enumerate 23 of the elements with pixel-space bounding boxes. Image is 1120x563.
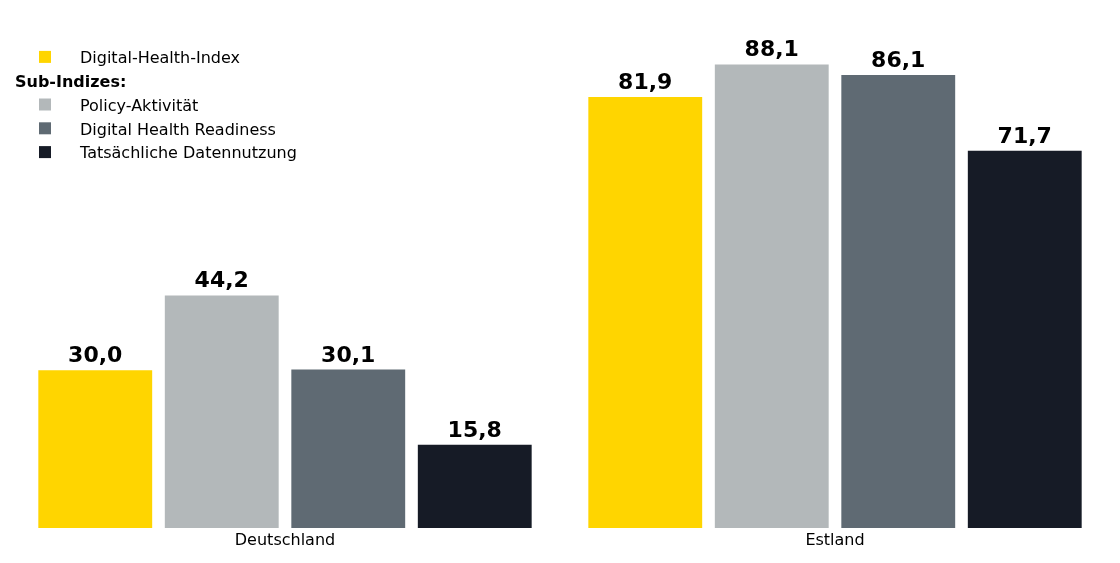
x-tick-label: Estland bbox=[805, 530, 865, 549]
legend-title: Sub-Indizes: bbox=[15, 71, 127, 91]
data-label: 81,9 bbox=[618, 69, 673, 95]
data-label: 71,7 bbox=[997, 122, 1052, 148]
data-label: 86,1 bbox=[871, 46, 926, 72]
bar bbox=[38, 370, 153, 528]
legend-label: Tatsächliche Datennutzung bbox=[79, 143, 297, 163]
legend-label: Digital-Health-Index bbox=[80, 48, 241, 68]
bar bbox=[967, 150, 1082, 528]
bar bbox=[164, 295, 279, 528]
data-label: 44,2 bbox=[194, 267, 249, 293]
bar bbox=[714, 64, 829, 528]
bar bbox=[417, 444, 532, 528]
data-label: 30,0 bbox=[68, 342, 123, 368]
x-tick-label: Deutschland bbox=[234, 530, 336, 549]
data-label: 30,1 bbox=[321, 341, 376, 367]
legend-label: Digital Health Readiness bbox=[80, 119, 276, 139]
data-label: 88,1 bbox=[744, 36, 799, 62]
bar bbox=[588, 97, 703, 528]
legend-label: Policy-Aktivität bbox=[80, 95, 199, 115]
bar bbox=[841, 74, 956, 528]
bar bbox=[291, 369, 406, 528]
data-label: 15,8 bbox=[447, 416, 502, 442]
